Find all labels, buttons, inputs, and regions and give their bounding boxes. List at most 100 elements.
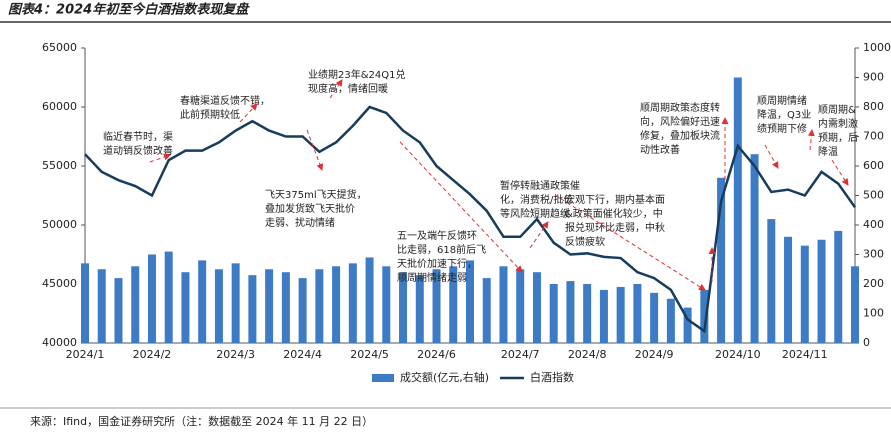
- bar: [817, 239, 826, 343]
- annotation-arrow: [329, 79, 343, 99]
- bar: [466, 260, 474, 343]
- y2-tick-label: 100: [863, 307, 884, 320]
- annotation: 比走弱，618前后飞: [397, 243, 486, 256]
- x-tick-label: 2024/4: [283, 348, 322, 361]
- bar: [717, 177, 726, 343]
- line: [84, 105, 857, 334]
- bar: [516, 269, 525, 343]
- y2-tick-label: 700: [863, 130, 884, 143]
- annotation: 降温，Q3业: [757, 108, 811, 121]
- y-tick-label: 50000: [42, 218, 77, 231]
- bar: [800, 245, 809, 343]
- y2-tick-label: 500: [863, 189, 884, 202]
- annotation: 化，消费税/批价: [500, 193, 573, 206]
- annotation: 宏观下行，期内基本面: [565, 193, 665, 206]
- x-tick-label: 2024/2: [133, 348, 172, 361]
- annotation-arrow: [764, 144, 779, 169]
- y2-tick-label: 0: [863, 336, 870, 349]
- bar: [784, 236, 793, 343]
- bar: [147, 254, 156, 343]
- y-tick-label: 40000: [42, 336, 77, 349]
- y2-tick-label: 300: [863, 248, 884, 261]
- bar: [81, 263, 89, 343]
- bar: [114, 278, 123, 343]
- bar: [198, 260, 207, 343]
- bar: [633, 284, 642, 343]
- annotation-arrow: [149, 153, 171, 163]
- bar: [399, 272, 408, 343]
- bar: [298, 278, 307, 343]
- bar: [482, 278, 491, 343]
- annotation: 飞天375ml飞天提货，: [265, 188, 367, 201]
- legend-label: 成交额(亿元,右轴): [400, 370, 489, 384]
- x-tick-label: 2024/7: [501, 348, 540, 361]
- bar: [834, 230, 843, 343]
- annotation: 顺周期情绪: [757, 94, 807, 107]
- bar: [214, 269, 223, 343]
- bar: [532, 272, 541, 343]
- legend-swatch: [372, 374, 394, 382]
- x-tick-label: 2024/11: [782, 348, 828, 361]
- annotation: 顺周期情绪走弱: [397, 271, 467, 284]
- bar: [733, 77, 742, 343]
- annotation: 预期，后: [818, 132, 858, 144]
- bar: [265, 269, 274, 343]
- annotation: 走弱、扰动情绪: [265, 216, 335, 229]
- x-tick-label: 2024/6: [417, 348, 456, 361]
- bar: [181, 272, 190, 343]
- bar: [616, 286, 625, 343]
- annotation: 降温: [818, 145, 838, 158]
- source: 来源：Ifind，国金证券研究所（注：数据截至 2024 年 11 月 22 日…: [30, 414, 373, 428]
- bar: [231, 263, 240, 343]
- y2-tick-label: 200: [863, 277, 884, 290]
- bar: [248, 275, 257, 343]
- annotation: 顺周期政策态度转: [640, 101, 720, 114]
- y2-tick-label: 600: [863, 159, 884, 172]
- y2-tick-label: 800: [863, 100, 884, 113]
- annotation: 内需刺激: [818, 117, 858, 130]
- x-tick-label: 2024/9: [635, 348, 674, 361]
- annotation: 向，风险偏好迅速: [640, 115, 720, 128]
- x-tick-label: 2024/5: [350, 348, 389, 361]
- bar: [97, 269, 106, 343]
- annotation: 绩预期下修: [757, 122, 807, 135]
- y-tick-label: 45000: [42, 277, 77, 290]
- annotation: 报兑现环比走弱，中秋: [565, 221, 665, 234]
- bar: [851, 266, 859, 343]
- annotation: 顺周期&: [818, 104, 856, 116]
- annotation: 五一及端午反馈环: [397, 229, 477, 242]
- y2-tick-label: 900: [863, 71, 884, 84]
- annotation-arrow: [306, 129, 324, 171]
- annotation-arrow: [529, 221, 549, 249]
- bar: [164, 251, 173, 343]
- y2-tick-label: 1000: [863, 41, 891, 54]
- bar: [315, 269, 324, 343]
- annotation: 春糖渠道反馈不错，: [180, 94, 270, 107]
- x-tick-label: 2024/3: [216, 348, 255, 361]
- x-tick-label: 2024/10: [715, 348, 761, 361]
- y-tick-label: 65000: [42, 41, 77, 54]
- bar: [700, 289, 709, 343]
- bar: [131, 266, 140, 343]
- bar: [683, 307, 692, 343]
- bar: [566, 281, 575, 343]
- bar: [750, 154, 759, 343]
- annotation: &政策面催化较少，中: [565, 207, 663, 220]
- annotation: 动性改善: [640, 143, 680, 156]
- annotation-arrow: [831, 159, 849, 186]
- bar: [767, 219, 776, 343]
- bar: [281, 272, 290, 343]
- bar: [449, 266, 458, 343]
- annotation: 现度高，情绪回暖: [308, 82, 388, 95]
- x-tick-label: 2024/1: [66, 348, 105, 361]
- bar: [666, 298, 675, 343]
- bar: [415, 275, 424, 343]
- annotation: 临近春节时，渠: [103, 130, 173, 143]
- y-tick-label: 55000: [42, 159, 77, 172]
- bar: [432, 269, 441, 343]
- y-tick-label: 60000: [42, 100, 77, 113]
- bar: [599, 289, 608, 343]
- bar: [365, 257, 374, 343]
- bar: [332, 266, 341, 343]
